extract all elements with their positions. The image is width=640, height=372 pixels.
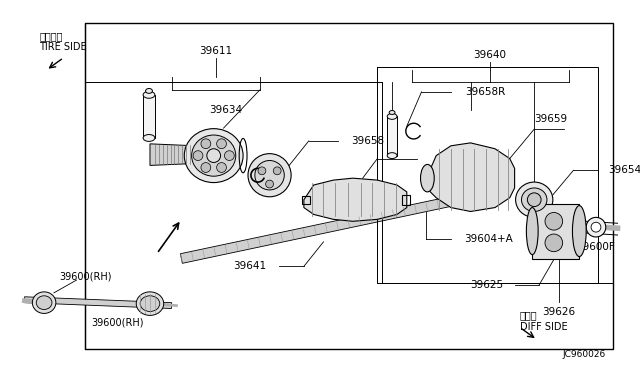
Ellipse shape <box>387 153 397 158</box>
Circle shape <box>255 160 284 190</box>
Ellipse shape <box>572 206 586 257</box>
Circle shape <box>207 149 221 163</box>
Text: 39641: 39641 <box>234 262 266 272</box>
Bar <box>387 116 397 155</box>
Text: 39658R: 39658R <box>436 154 476 164</box>
Text: デフ側: デフ側 <box>520 310 537 320</box>
Ellipse shape <box>526 208 538 254</box>
Ellipse shape <box>389 110 395 115</box>
Circle shape <box>225 151 234 160</box>
Bar <box>143 95 155 138</box>
Ellipse shape <box>516 182 553 217</box>
Bar <box>402 195 410 205</box>
Text: 39634: 39634 <box>209 105 242 115</box>
Ellipse shape <box>143 92 155 98</box>
Bar <box>378 67 598 283</box>
Circle shape <box>216 139 227 149</box>
Ellipse shape <box>387 113 397 119</box>
Text: JC960026: JC960026 <box>563 350 606 359</box>
Text: 39611: 39611 <box>199 46 232 56</box>
Circle shape <box>266 180 273 188</box>
Ellipse shape <box>145 89 152 93</box>
Ellipse shape <box>184 129 243 183</box>
Ellipse shape <box>36 296 52 310</box>
Ellipse shape <box>143 135 155 141</box>
Circle shape <box>273 167 281 175</box>
Ellipse shape <box>140 296 160 311</box>
Ellipse shape <box>136 292 164 315</box>
Circle shape <box>193 151 203 160</box>
Circle shape <box>201 139 211 149</box>
Text: 39600(RH): 39600(RH) <box>59 271 111 281</box>
Text: 39658R: 39658R <box>465 87 506 97</box>
Polygon shape <box>180 185 506 263</box>
Circle shape <box>586 217 606 237</box>
Text: 39658: 39658 <box>351 136 384 146</box>
Circle shape <box>258 167 266 175</box>
Text: 39625: 39625 <box>470 280 504 290</box>
Text: DIFF SIDE: DIFF SIDE <box>520 322 567 332</box>
Text: タイヤ側: タイヤ側 <box>39 31 63 41</box>
Circle shape <box>248 154 291 197</box>
Text: 39600F: 39600F <box>577 242 615 252</box>
Text: 39626: 39626 <box>542 307 575 317</box>
Ellipse shape <box>420 164 435 192</box>
Polygon shape <box>150 144 196 166</box>
Ellipse shape <box>522 188 547 212</box>
Circle shape <box>545 212 563 230</box>
Bar <box>532 203 579 259</box>
Polygon shape <box>304 178 407 221</box>
Bar <box>302 196 310 203</box>
Text: TIRE SIDE: TIRE SIDE <box>39 42 87 52</box>
Ellipse shape <box>191 135 236 176</box>
Circle shape <box>201 163 211 172</box>
Polygon shape <box>426 143 515 212</box>
Bar <box>85 23 612 349</box>
Circle shape <box>545 234 563 252</box>
Ellipse shape <box>33 292 56 314</box>
Text: 39604+A: 39604+A <box>464 234 513 244</box>
Text: 39654: 39654 <box>608 165 640 175</box>
Text: 39600(RH): 39600(RH) <box>92 317 144 327</box>
Text: 39659: 39659 <box>534 114 568 124</box>
Circle shape <box>591 222 601 232</box>
Text: 39640: 39640 <box>474 49 507 60</box>
Polygon shape <box>24 297 172 308</box>
Bar <box>378 67 598 283</box>
Circle shape <box>216 163 227 172</box>
Circle shape <box>527 193 541 206</box>
